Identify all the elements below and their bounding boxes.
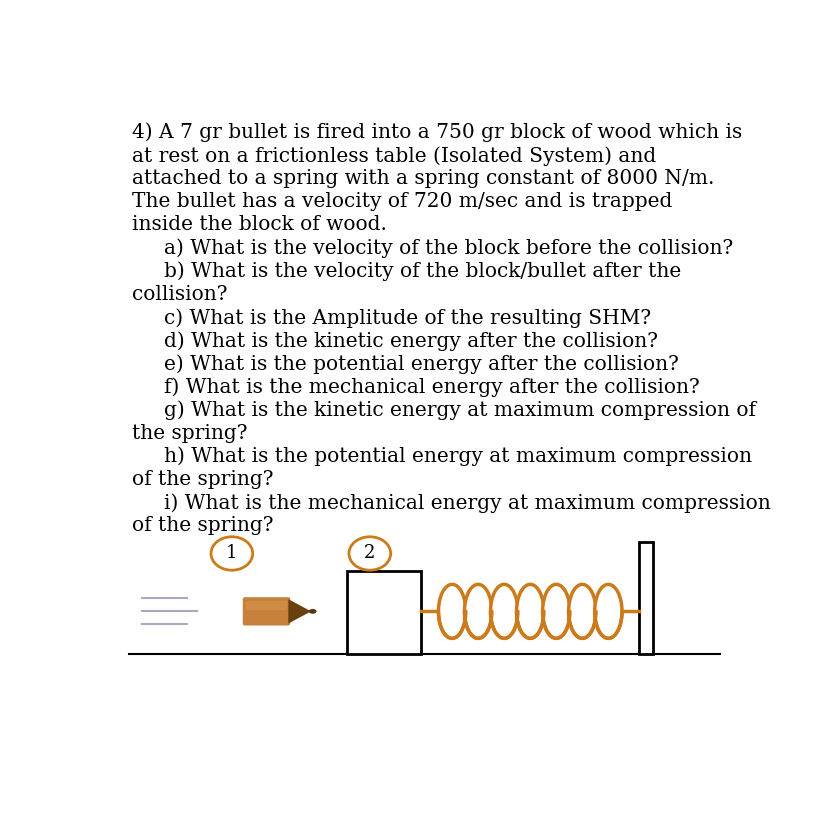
Ellipse shape (594, 584, 621, 638)
Ellipse shape (542, 584, 569, 638)
Ellipse shape (516, 584, 543, 638)
Text: c) What is the Amplitude of the resulting SHM?: c) What is the Amplitude of the resultin… (165, 308, 651, 327)
Polygon shape (288, 600, 313, 624)
Text: a) What is the velocity of the block before the collision?: a) What is the velocity of the block bef… (165, 239, 733, 258)
Text: The bullet has a velocity of 720 m/sec and is trapped: The bullet has a velocity of 720 m/sec a… (132, 192, 672, 211)
Text: 2: 2 (364, 544, 375, 563)
Ellipse shape (464, 584, 491, 638)
Text: h) What is the potential energy at maximum compression: h) What is the potential energy at maxim… (165, 447, 752, 467)
Text: at rest on a frictionless table (Isolated System) and: at rest on a frictionless table (Isolate… (132, 146, 656, 165)
FancyBboxPatch shape (242, 597, 290, 625)
Text: g) What is the kinetic energy at maximum compression of: g) What is the kinetic energy at maximum… (165, 401, 756, 420)
Text: b) What is the velocity of the block/bullet after the: b) What is the velocity of the block/bul… (165, 261, 681, 281)
Bar (638, 542, 653, 655)
Ellipse shape (308, 609, 316, 614)
Ellipse shape (568, 584, 595, 638)
Ellipse shape (438, 584, 466, 638)
Bar (347, 571, 421, 655)
Text: of the spring?: of the spring? (132, 516, 274, 535)
Text: inside the block of wood.: inside the block of wood. (132, 215, 387, 235)
Ellipse shape (211, 537, 252, 570)
Ellipse shape (490, 584, 517, 638)
Bar (246, 600, 287, 610)
Text: attached to a spring with a spring constant of 8000 N/m.: attached to a spring with a spring const… (132, 169, 714, 188)
Ellipse shape (348, 537, 390, 570)
Text: d) What is the kinetic energy after the collision?: d) What is the kinetic energy after the … (165, 331, 657, 351)
Text: e) What is the potential energy after the collision?: e) What is the potential energy after th… (165, 354, 678, 374)
Text: 4) A 7 gr bullet is fired into a 750 gr block of wood which is: 4) A 7 gr bullet is fired into a 750 gr … (132, 123, 742, 142)
Text: 1: 1 (226, 544, 237, 563)
Text: i) What is the mechanical energy at maximum compression: i) What is the mechanical energy at maxi… (165, 493, 770, 513)
Text: the spring?: the spring? (132, 423, 247, 443)
Text: of the spring?: of the spring? (132, 470, 274, 489)
Text: collision?: collision? (132, 285, 227, 304)
Text: f) What is the mechanical energy after the collision?: f) What is the mechanical energy after t… (165, 377, 700, 397)
